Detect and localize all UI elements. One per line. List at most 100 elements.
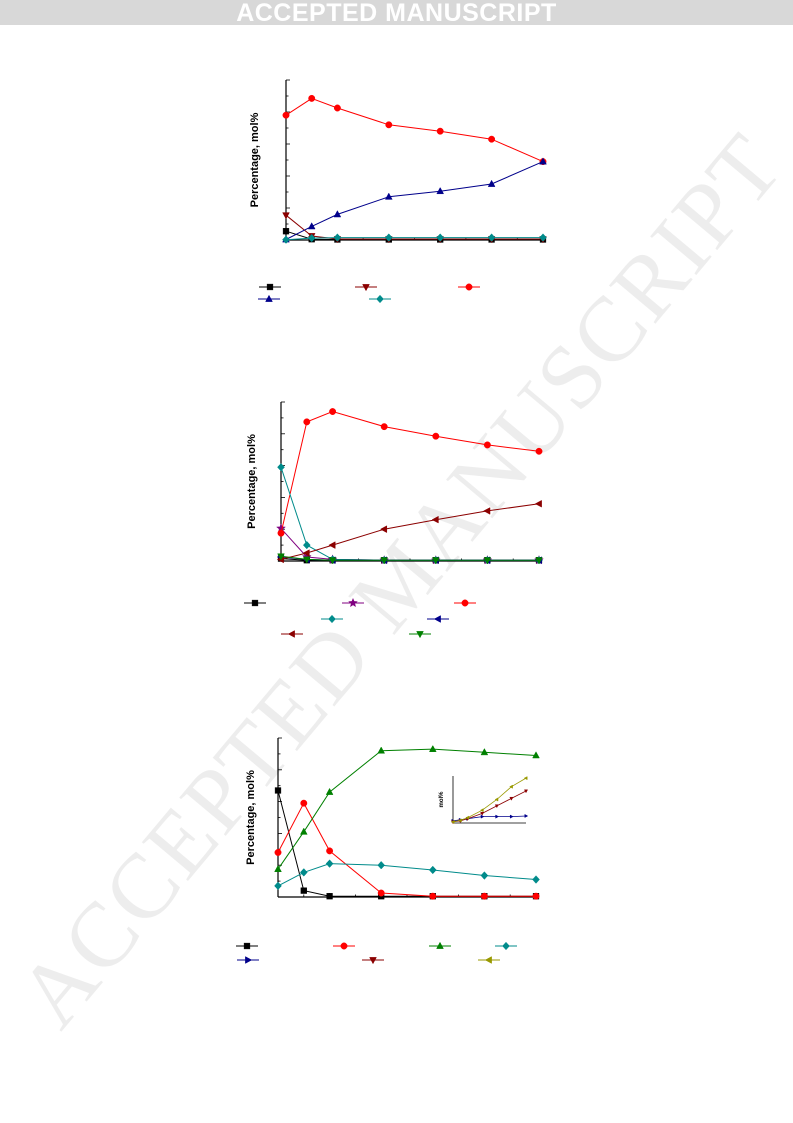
legend-entry: [355, 284, 377, 292]
y-axis-label: Percentage, mol%: [246, 434, 258, 529]
data-point: [488, 135, 496, 143]
series-5: [282, 233, 547, 244]
legend-entry: [369, 294, 391, 304]
data-point: [534, 499, 542, 508]
data-point: [299, 868, 308, 877]
data-point: [532, 875, 540, 884]
data-point: [282, 111, 290, 119]
data-point: [436, 186, 445, 195]
legend-entry: [458, 283, 480, 291]
data-point: [532, 892, 540, 900]
data-point: [329, 408, 337, 415]
data-point: [509, 784, 513, 789]
data-point: [428, 744, 437, 752]
data-point: [377, 746, 386, 754]
legend-entry: [362, 957, 384, 965]
legend-entry: [237, 956, 259, 964]
data-point: [333, 233, 342, 242]
data-point: [483, 507, 491, 515]
data-point: [480, 892, 488, 900]
series-line: [280, 410, 540, 534]
series-4: [274, 859, 540, 891]
data-point: [377, 861, 386, 870]
data-point: [432, 432, 440, 440]
data-point: [380, 423, 388, 431]
data-point: [325, 859, 334, 868]
legend-1: [258, 283, 480, 304]
legend-entry: [236, 942, 258, 950]
data-point: [303, 418, 311, 426]
y-axis-label: Percentage, mol%: [249, 112, 261, 207]
series-line: [285, 97, 544, 163]
series-line: [277, 863, 537, 887]
data-point: [487, 179, 496, 187]
legend-marker: [245, 956, 253, 964]
data-point: [509, 796, 514, 801]
series-line: [280, 503, 540, 560]
accepted-manuscript-banner: ACCEPTED MANUSCRIPT: [0, 0, 793, 27]
legend-entry: [478, 956, 500, 964]
series-5: [276, 553, 542, 565]
data-point: [535, 557, 543, 565]
data-point: [539, 157, 547, 165]
y-axis-label: Percentage, mol%: [245, 770, 257, 865]
data-point: [333, 210, 342, 218]
data-point: [384, 192, 393, 200]
data-point: [302, 540, 311, 550]
legend-marker: [243, 942, 251, 950]
series-3: [274, 744, 540, 872]
data-point: [377, 889, 385, 897]
data-point: [282, 228, 290, 235]
data-point: [480, 748, 489, 756]
series-line: [280, 467, 539, 561]
data-point: [495, 814, 500, 819]
legend-marker: [502, 941, 510, 951]
data-point: [300, 887, 307, 894]
series-3: [450, 776, 528, 824]
series-line: [452, 790, 527, 823]
legend-2: [244, 597, 476, 639]
data-point: [302, 549, 310, 557]
data-point: [325, 787, 334, 795]
legend-marker: [465, 283, 473, 291]
legend-entry: [244, 599, 266, 607]
legend-marker: [484, 956, 492, 964]
data-point: [282, 235, 290, 244]
series-2: [274, 799, 540, 900]
data-point: [483, 441, 491, 449]
data-point: [509, 814, 514, 819]
data-point: [436, 233, 445, 242]
data-point: [487, 233, 496, 242]
legend-entry: [409, 631, 431, 639]
series-line: [277, 748, 537, 870]
data-point: [333, 104, 341, 112]
data-point: [328, 541, 336, 549]
data-point: [308, 94, 316, 102]
series-4: [282, 157, 547, 243]
series-4: [277, 463, 543, 565]
legend-marker: [416, 631, 424, 639]
inset-chart: mol%: [439, 776, 529, 825]
data-point: [532, 751, 540, 759]
series-line: [285, 161, 544, 240]
data-point: [274, 864, 282, 872]
data-point: [431, 557, 440, 565]
data-point: [458, 818, 462, 823]
data-point: [480, 871, 489, 880]
chart-2: Percentage, mol%: [246, 401, 544, 565]
legend-entry: [427, 615, 449, 623]
legend-marker: [369, 957, 377, 965]
data-point: [480, 814, 485, 819]
legend-entry: [342, 597, 364, 608]
series-3: [277, 408, 543, 537]
data-point: [494, 797, 499, 802]
legend-entry: [495, 941, 517, 951]
legend-marker: [436, 941, 444, 949]
data-point: [436, 127, 444, 135]
legend-marker: [340, 942, 348, 950]
legend-marker: [433, 615, 441, 623]
legend-marker: [328, 614, 336, 624]
series-6: [276, 499, 542, 564]
legend-marker: [376, 294, 384, 304]
data-point: [326, 847, 334, 855]
